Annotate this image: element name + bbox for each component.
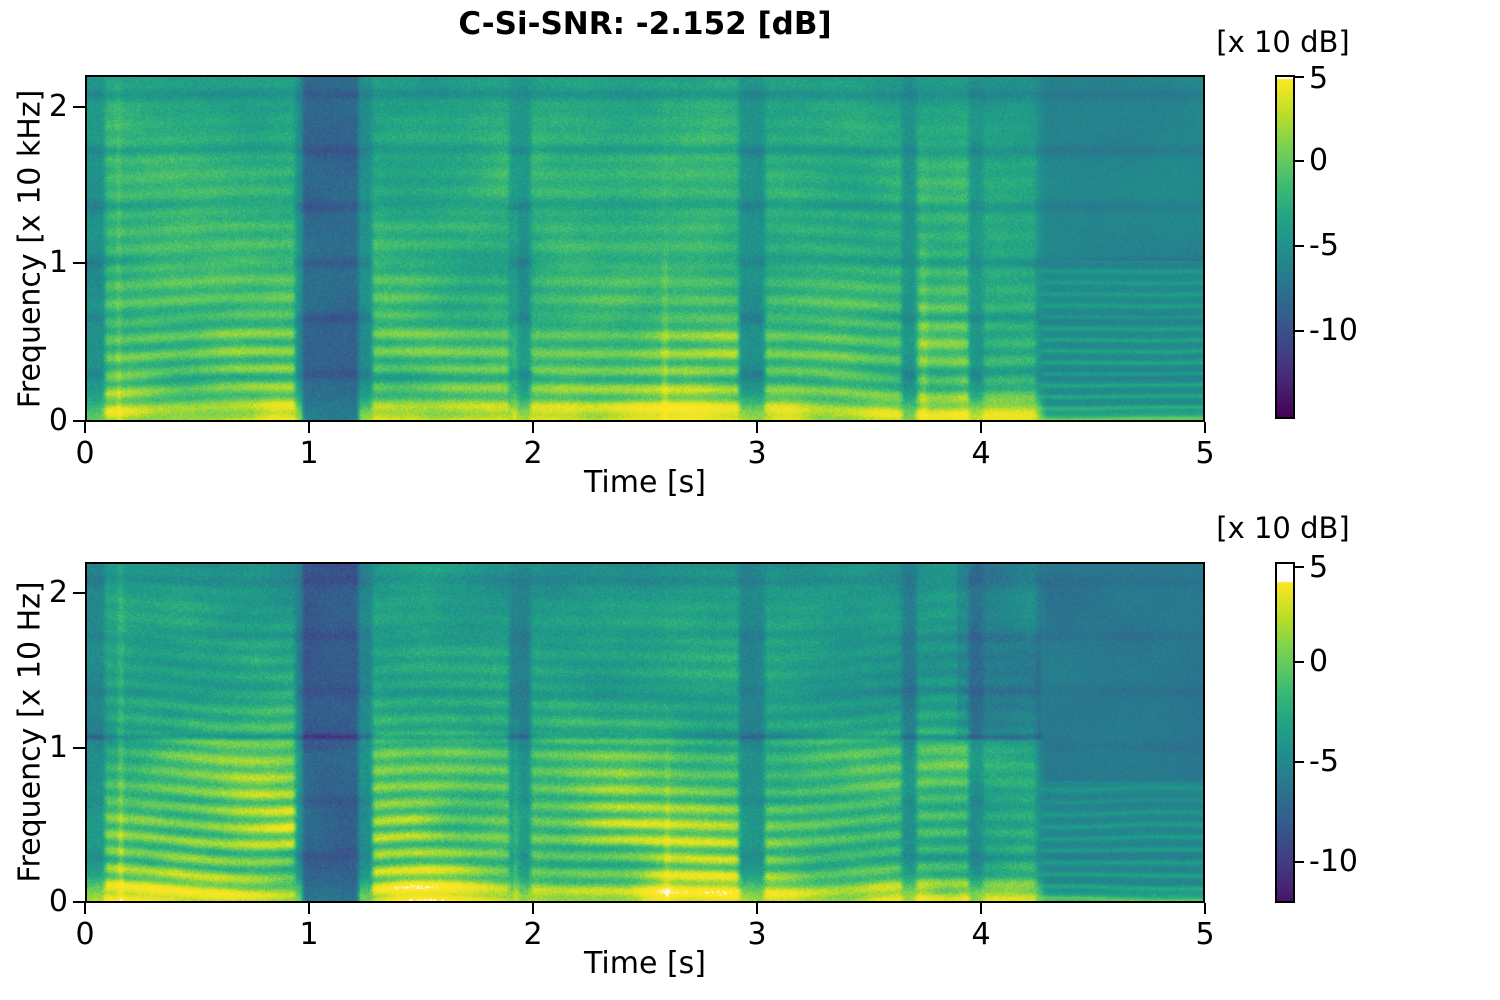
y-tick-mark bbox=[73, 262, 85, 264]
x-tick-mark bbox=[84, 422, 86, 433]
y-tick-label: 1 bbox=[48, 244, 68, 280]
colorbar-tick-label: -10 bbox=[1309, 312, 1358, 348]
colorbar-tick-mark bbox=[1295, 330, 1304, 332]
y-tick-label: 2 bbox=[48, 88, 68, 124]
y-tick-mark bbox=[73, 592, 85, 594]
colorbar-tick-mark bbox=[1295, 661, 1304, 663]
x-tick-label: 5 bbox=[1195, 436, 1215, 471]
spectrogram-heatmap-bottom bbox=[87, 564, 1203, 901]
colorbar-gradient-bottom bbox=[1277, 564, 1293, 901]
x-tick-mark bbox=[308, 903, 310, 914]
x-tick-label: 2 bbox=[523, 436, 543, 471]
spectrogram-plot-top bbox=[85, 75, 1205, 422]
x-tick-label: 3 bbox=[747, 917, 767, 952]
x-tick-mark bbox=[1204, 903, 1206, 914]
y-tick-label: 0 bbox=[48, 883, 68, 919]
colorbar-tick-label: 0 bbox=[1309, 142, 1329, 178]
spectrogram-plot-bottom bbox=[85, 562, 1205, 903]
colorbar-tick-label: -5 bbox=[1309, 227, 1339, 263]
x-tick-label: 4 bbox=[971, 436, 991, 471]
x-tick-mark bbox=[532, 422, 534, 433]
colorbar-tick-mark bbox=[1295, 761, 1304, 763]
colorbar-label-top: [x 10 dB] bbox=[1216, 25, 1350, 59]
colorbar-tick-label: 5 bbox=[1309, 60, 1329, 96]
y-tick-mark bbox=[73, 901, 85, 903]
x-tick-label: 0 bbox=[75, 436, 95, 471]
x-tick-label: 3 bbox=[747, 436, 767, 471]
x-axis-label-top: Time [s] bbox=[584, 465, 706, 500]
x-tick-label: 1 bbox=[299, 917, 319, 952]
colorbar-tick-label: 5 bbox=[1309, 549, 1329, 585]
x-tick-mark bbox=[84, 903, 86, 914]
colorbar-tick-label: -10 bbox=[1309, 843, 1358, 879]
colorbar-tick-mark bbox=[1295, 861, 1304, 863]
y-tick-label: 1 bbox=[48, 729, 68, 765]
x-tick-mark bbox=[308, 422, 310, 433]
x-tick-mark bbox=[532, 903, 534, 914]
colorbar-top bbox=[1275, 75, 1295, 419]
colorbar-label-bottom: [x 10 dB] bbox=[1216, 511, 1350, 545]
x-tick-mark bbox=[980, 903, 982, 914]
x-tick-mark bbox=[980, 422, 982, 433]
colorbar-tick-label: -5 bbox=[1309, 743, 1339, 779]
x-axis-label-bottom: Time [s] bbox=[584, 946, 706, 981]
colorbar-tick-label: 0 bbox=[1309, 643, 1329, 679]
y-tick-label: 2 bbox=[48, 574, 68, 610]
colorbar-gradient-top bbox=[1277, 77, 1293, 417]
y-tick-mark bbox=[73, 747, 85, 749]
colorbar-tick-mark bbox=[1295, 160, 1304, 162]
y-tick-mark bbox=[73, 420, 85, 422]
x-tick-mark bbox=[756, 422, 758, 433]
spectrogram-heatmap-top bbox=[87, 77, 1203, 420]
colorbar-tick-mark bbox=[1295, 245, 1304, 247]
x-tick-label: 4 bbox=[971, 917, 991, 952]
x-tick-label: 1 bbox=[299, 436, 319, 471]
x-tick-label: 2 bbox=[523, 917, 543, 952]
colorbar-bottom bbox=[1275, 562, 1295, 903]
x-tick-mark bbox=[1204, 422, 1206, 433]
x-tick-label: 5 bbox=[1195, 917, 1215, 952]
x-tick-mark bbox=[756, 903, 758, 914]
colorbar-tick-mark bbox=[1295, 76, 1304, 78]
plot-title: C-Si-SNR: -2.152 [dB] bbox=[458, 6, 832, 42]
x-tick-label: 0 bbox=[75, 917, 95, 952]
y-tick-mark bbox=[73, 106, 85, 108]
y-tick-label: 0 bbox=[48, 402, 68, 438]
colorbar-tick-mark bbox=[1295, 566, 1304, 568]
